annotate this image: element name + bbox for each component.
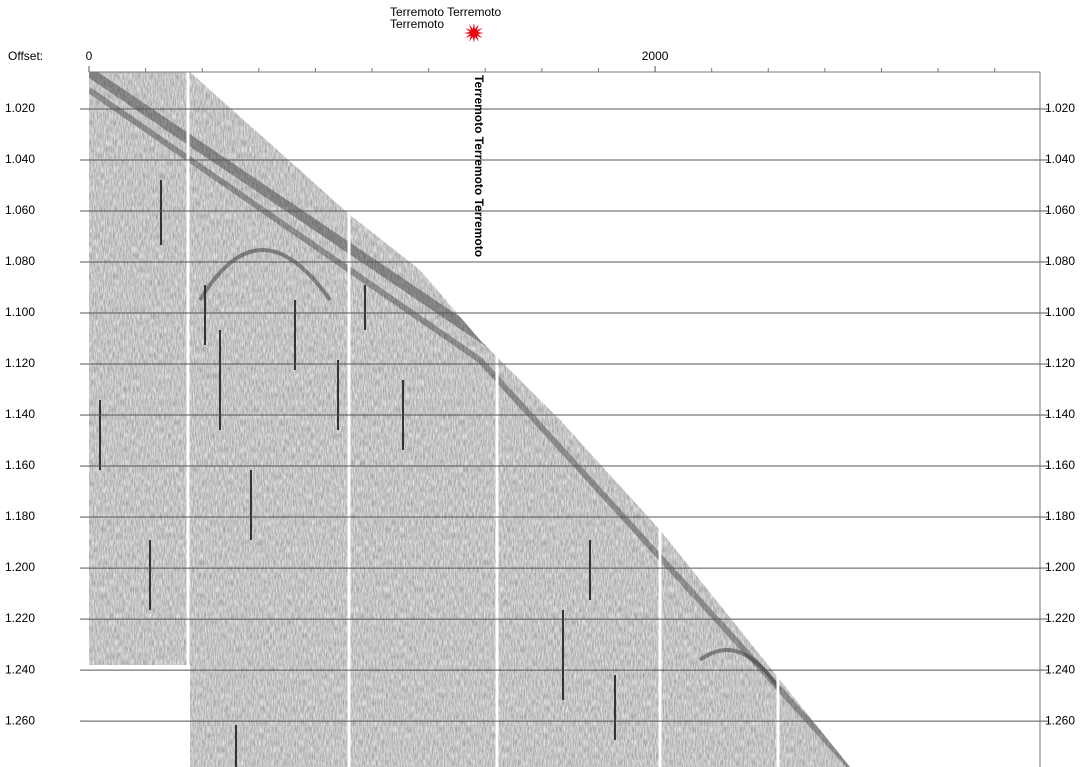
x-axis-label: Offset: [8,49,43,63]
y-tick-label: 1.180 [1045,509,1075,523]
y-tick-label: 1.040 [5,152,35,166]
y-tick-label: 1.240 [1045,662,1075,676]
y-tick-label: 1.240 [5,662,35,676]
y-tick-label: 1.100 [5,305,35,319]
x-tick-label: 0 [86,49,93,63]
y-tick-label: 1.260 [1045,713,1075,727]
y-tick-label: 1.060 [5,203,35,217]
y-tick-label: 1.020 [5,101,35,115]
y-tick-label: 1.080 [1045,254,1075,268]
y-tick-label: 1.180 [5,509,35,523]
y-tick-label: 1.060 [1045,203,1075,217]
y-tick-label: 1.200 [1045,560,1075,574]
y-tick-label: 1.200 [5,560,35,574]
y-tick-label: 1.100 [1045,305,1075,319]
y-tick-label: 1.260 [5,713,35,727]
annotation: Terremoto Terremoto Terremoto [472,75,486,257]
chart: Terremoto Terremoto Terremoto Offset: 0 2… [0,0,1084,767]
y-tick-label: 1.040 [1045,152,1075,166]
x-tick-label: 2000 [642,49,669,63]
title-line: Terremoto [390,17,444,31]
y-tick-label: 1.020 [1045,101,1075,115]
y-tick-label: 1.220 [5,611,35,625]
y-tick-label: 1.080 [5,254,35,268]
source-marker [464,23,484,43]
y-tick-label: 1.120 [5,356,35,370]
y-tick-label: 1.160 [1045,458,1075,472]
y-tick-label: 1.220 [1045,611,1075,625]
y-tick-label: 1.140 [1045,407,1075,421]
y-tick-label: 1.120 [1045,356,1075,370]
y-tick-label: 1.160 [5,458,35,472]
y-tick-label: 1.140 [5,407,35,421]
